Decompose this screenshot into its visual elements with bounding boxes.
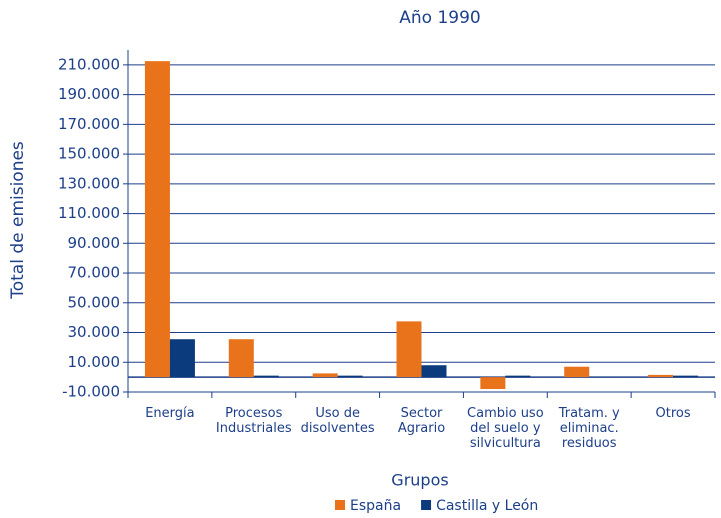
x-tick-label: Energía bbox=[145, 406, 194, 421]
bar bbox=[673, 375, 699, 378]
chart-title: Año 1990 bbox=[399, 8, 480, 28]
y-tick-label: 90.000 bbox=[68, 234, 121, 252]
x-tick-label-line: Sector bbox=[401, 406, 443, 421]
bar bbox=[564, 366, 590, 378]
bar bbox=[228, 339, 254, 378]
y-tick-label: 130.000 bbox=[58, 174, 120, 192]
x-tick-label-line: Tratam. y bbox=[558, 406, 620, 421]
bar bbox=[505, 375, 531, 378]
x-tick-label: Cambio uso del suelo y silvicultura bbox=[467, 406, 544, 451]
x-tick-label-line: del suelo y bbox=[470, 421, 541, 436]
bar bbox=[169, 339, 195, 378]
bar bbox=[480, 377, 506, 390]
bar bbox=[144, 61, 170, 378]
x-tick-label: Procesos Industriales bbox=[216, 406, 292, 436]
bar bbox=[312, 373, 338, 378]
bar bbox=[648, 374, 674, 378]
y-tick-label: 50.000 bbox=[68, 293, 121, 311]
bar bbox=[253, 375, 279, 378]
y-tick-label: 110.000 bbox=[58, 204, 120, 222]
bar bbox=[421, 365, 447, 378]
bar bbox=[396, 321, 422, 378]
legend-label: Castilla y León bbox=[436, 498, 538, 514]
x-tick-label-line: Energía bbox=[145, 406, 194, 421]
x-tick-label: Tratam. y eliminac. residuos bbox=[558, 406, 620, 451]
legend-label: España bbox=[350, 498, 401, 514]
x-tick-label-line: Cambio uso bbox=[467, 406, 544, 421]
y-tick-label: 190.000 bbox=[58, 85, 120, 103]
x-tick-label-line: disolventes bbox=[301, 421, 375, 436]
x-tick-label: Otros bbox=[656, 406, 691, 421]
y-tick-label: 210.000 bbox=[58, 55, 120, 73]
x-tick-label: Uso de disolventes bbox=[301, 406, 375, 436]
legend-swatch bbox=[335, 500, 345, 510]
x-tick-label-line: Uso de bbox=[315, 406, 360, 421]
y-tick-label: 30.000 bbox=[68, 323, 121, 341]
legend-swatch bbox=[421, 500, 432, 510]
y-tick-label: 70.000 bbox=[68, 264, 121, 282]
y-tick-label: 170.000 bbox=[58, 115, 120, 133]
x-tick-label-line: silvicultura bbox=[470, 436, 541, 451]
x-tick-label-line: Otros bbox=[656, 406, 691, 421]
x-tick-label-line: residuos bbox=[562, 436, 617, 451]
x-tick-label-line: Procesos bbox=[225, 406, 282, 421]
bar bbox=[337, 375, 363, 378]
y-tick-label: 150.000 bbox=[58, 145, 120, 163]
x-tick-label-line: Agrario bbox=[398, 421, 445, 436]
x-tick-label-line: Industriales bbox=[216, 421, 292, 436]
x-tick-label-line: eliminac. bbox=[560, 421, 619, 436]
x-axis-label: Grupos bbox=[391, 471, 448, 490]
y-tick-label: -10.000 bbox=[62, 383, 120, 401]
y-axis-label: Total de emisiones bbox=[8, 141, 28, 300]
y-tick-label: 10.000 bbox=[68, 353, 121, 371]
x-tick-label: Sector Agrario bbox=[398, 406, 445, 436]
